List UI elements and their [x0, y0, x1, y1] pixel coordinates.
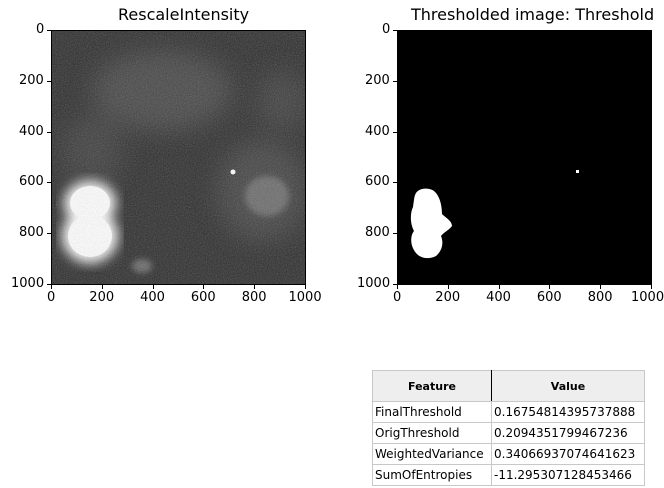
right-x-tick: [397, 285, 398, 289]
left-x-tick: [305, 285, 306, 289]
left-y-tick: [47, 233, 51, 235]
right-y-tick: [393, 80, 397, 82]
right-x-tick-label: 200: [435, 290, 461, 305]
right-y-tick-label: 200: [365, 72, 390, 88]
left-y-tick: [47, 30, 51, 31]
value-cell: 0.34066937074641623: [491, 443, 645, 465]
right-y-tick-label: 800: [365, 225, 390, 241]
thresholded-image: [397, 30, 652, 285]
feature-cell: SumOfEntropies: [372, 464, 492, 486]
left-y-tick: [47, 284, 51, 285]
right-y-tick: [393, 30, 397, 31]
right-x-tick-label: 1000: [631, 290, 664, 305]
feature-cell: WeightedVariance: [372, 443, 492, 465]
right-x-tick-label: 0: [393, 290, 402, 305]
value-column-header[interactable]: Value: [491, 370, 645, 402]
left-x-tick: [101, 285, 103, 289]
right-x-tick: [651, 285, 652, 289]
right-y-tick-label: 400: [365, 123, 390, 139]
right-y-tick: [393, 182, 397, 184]
right-x-tick-label: 800: [587, 290, 613, 305]
left-x-tick-label: 800: [241, 290, 267, 305]
value-cell: 0.16754814395737888: [491, 401, 645, 423]
right-x-tick: [447, 285, 449, 289]
left-y-tick-label: 800: [19, 225, 44, 241]
left-x-tick-label: 400: [140, 290, 165, 305]
left-x-tick-label: 600: [190, 290, 216, 305]
right-x-tick: [549, 285, 551, 289]
right-plot-title: Thresholded image: Threshold: [411, 5, 655, 24]
left-x-tick: [51, 285, 52, 289]
right-y-tick: [393, 233, 397, 235]
left-y-tick-label: 0: [36, 22, 45, 37]
rescaled-intensity-image: [51, 30, 306, 285]
feature-cell: OrigThreshold: [372, 422, 492, 444]
right-y-tick-label: 1000: [357, 276, 391, 291]
right-y-tick: [393, 131, 397, 133]
right-x-tick: [498, 285, 500, 289]
right-x-tick: [600, 285, 602, 289]
threshold-feature-table: Feature Value FinalThreshold 0.167548143…: [372, 370, 645, 486]
left-y-tick-label: 600: [19, 174, 44, 190]
thresholded-image-svg: [398, 31, 651, 284]
rescaled-intensity-image-svg: [52, 31, 305, 284]
left-x-tick-label: 1000: [288, 290, 322, 305]
value-cell: -11.295307128453466: [491, 464, 645, 486]
right-y-tick-label: 0: [382, 22, 391, 37]
left-y-tick: [47, 182, 51, 184]
left-y-tick-label: 400: [19, 123, 44, 139]
right-x-tick-label: 600: [536, 290, 562, 305]
left-x-tick: [254, 285, 256, 289]
table-row: FinalThreshold 0.16754814395737888: [372, 401, 645, 423]
left-x-tick: [152, 285, 154, 289]
right-y-tick: [393, 284, 397, 285]
left-x-tick-label: 0: [47, 290, 56, 305]
left-y-tick-label: 1000: [11, 276, 45, 291]
table-row: OrigThreshold 0.2094351799467236: [372, 422, 645, 444]
left-x-tick-label: 200: [89, 290, 115, 305]
table-header-row: Feature Value: [372, 370, 645, 402]
table-row: WeightedVariance 0.34066937074641623: [372, 443, 645, 465]
right-y-tick-label: 600: [365, 174, 390, 190]
left-y-tick-label: 200: [19, 72, 44, 88]
right-x-tick-label: 400: [486, 290, 511, 305]
left-y-tick: [47, 80, 51, 82]
left-y-tick: [47, 131, 51, 133]
table-row: SumOfEntropies -11.295307128453466: [372, 464, 645, 486]
value-cell: 0.2094351799467236: [491, 422, 645, 444]
feature-column-header[interactable]: Feature: [372, 370, 492, 402]
feature-cell: FinalThreshold: [372, 401, 492, 423]
left-x-tick: [203, 285, 205, 289]
left-plot-title: RescaleIntensity: [118, 5, 250, 24]
